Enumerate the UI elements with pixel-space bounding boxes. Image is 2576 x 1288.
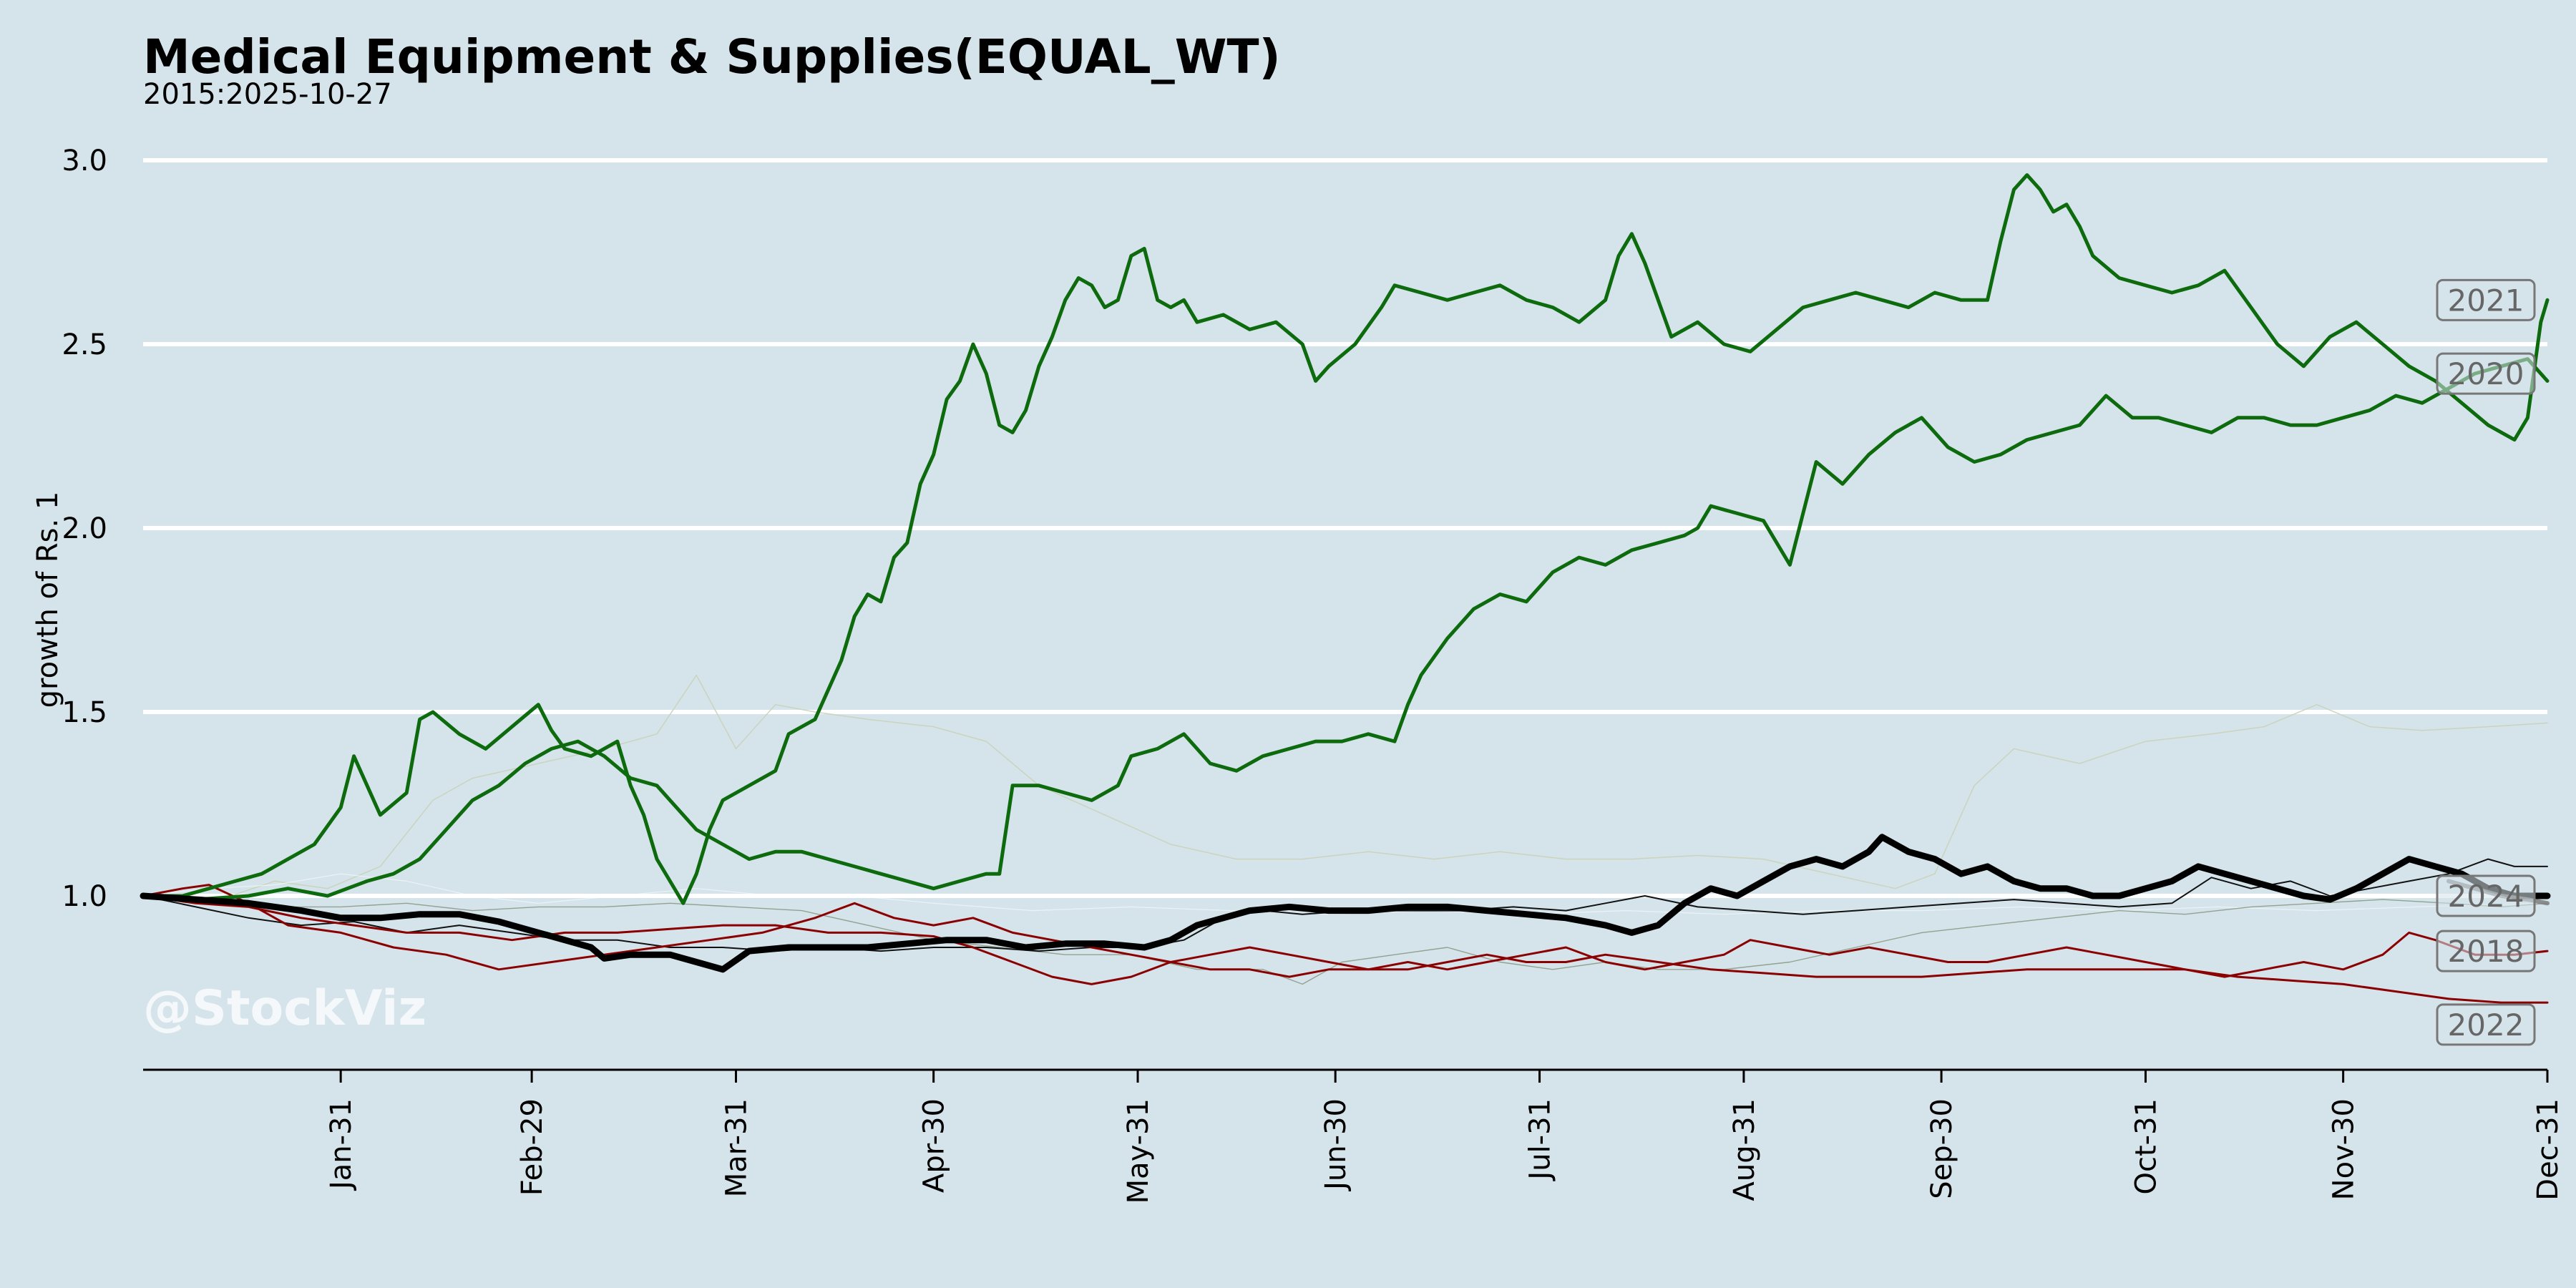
end-label-2024: 2024 <box>2436 874 2536 917</box>
x-tick-label: Dec-31 <box>2532 1098 2565 1201</box>
series-line-1 <box>142 674 2548 904</box>
series-line-3 <box>142 895 2548 985</box>
end-labels: 2021 2020 2024 2018 2022 <box>2436 278 2536 1046</box>
chart-title: Medical Equipment & Supplies(EQUAL_WT) <box>143 29 1281 84</box>
y-tick-label: 1.0 <box>62 880 107 913</box>
x-tick-label: May-31 <box>1122 1098 1155 1204</box>
watermark: @StockViz <box>143 980 426 1037</box>
chart-subtitle: 2015:2025-10-27 <box>143 78 392 111</box>
y-tick-label: 2.0 <box>62 512 107 545</box>
series-line-2 <box>142 873 2548 915</box>
series-line-6 <box>142 894 2549 985</box>
y-tick-label: 1.5 <box>62 696 107 729</box>
x-tick-label: Jun-30 <box>1319 1098 1352 1192</box>
x-tick-label: Jan-31 <box>325 1098 358 1191</box>
y-tick-label: 3.0 <box>62 145 107 177</box>
end-label-2022: 2022 <box>2436 1003 2536 1046</box>
series-line-8 <box>141 173 2550 905</box>
y-axis-label: growth of Rs. 1 <box>31 492 64 708</box>
x-tick-label: Sep-30 <box>1926 1098 1958 1199</box>
axes: 1.0 1.5 2.0 2.5 3.0 Jan-31 Feb-29 Mar-31 Apr-30 M… <box>62 145 2565 1204</box>
series-line-9 <box>140 834 2551 973</box>
x-tick-label: Aug-31 <box>1728 1098 1761 1201</box>
x-tick-label: Apr-30 <box>918 1098 951 1193</box>
end-label-2020: 2020 <box>2436 352 2536 395</box>
x-tick-label: Oct-31 <box>2129 1098 2162 1195</box>
gridlines <box>143 158 2547 898</box>
svg-text:2020: 2020 <box>2448 356 2524 391</box>
series-lines <box>140 173 2551 1004</box>
x-tick-label: Jul-31 <box>1524 1098 1557 1182</box>
svg-text:2022: 2022 <box>2448 1008 2524 1043</box>
end-label-2018: 2018 <box>2436 930 2536 972</box>
series-line-5 <box>142 884 2549 1004</box>
x-tick-label: Mar-31 <box>720 1098 753 1197</box>
svg-text:2021: 2021 <box>2448 283 2524 318</box>
x-tick-label: Feb-29 <box>516 1098 549 1196</box>
series-line-7 <box>141 357 2550 902</box>
series-line-4 <box>142 858 2548 952</box>
svg-text:2018: 2018 <box>2448 934 2524 969</box>
x-tick-label: Nov-30 <box>2328 1098 2361 1200</box>
y-tick-label: 2.5 <box>62 328 107 361</box>
end-label-2021: 2021 <box>2436 278 2536 321</box>
svg-text:2024: 2024 <box>2448 879 2524 914</box>
